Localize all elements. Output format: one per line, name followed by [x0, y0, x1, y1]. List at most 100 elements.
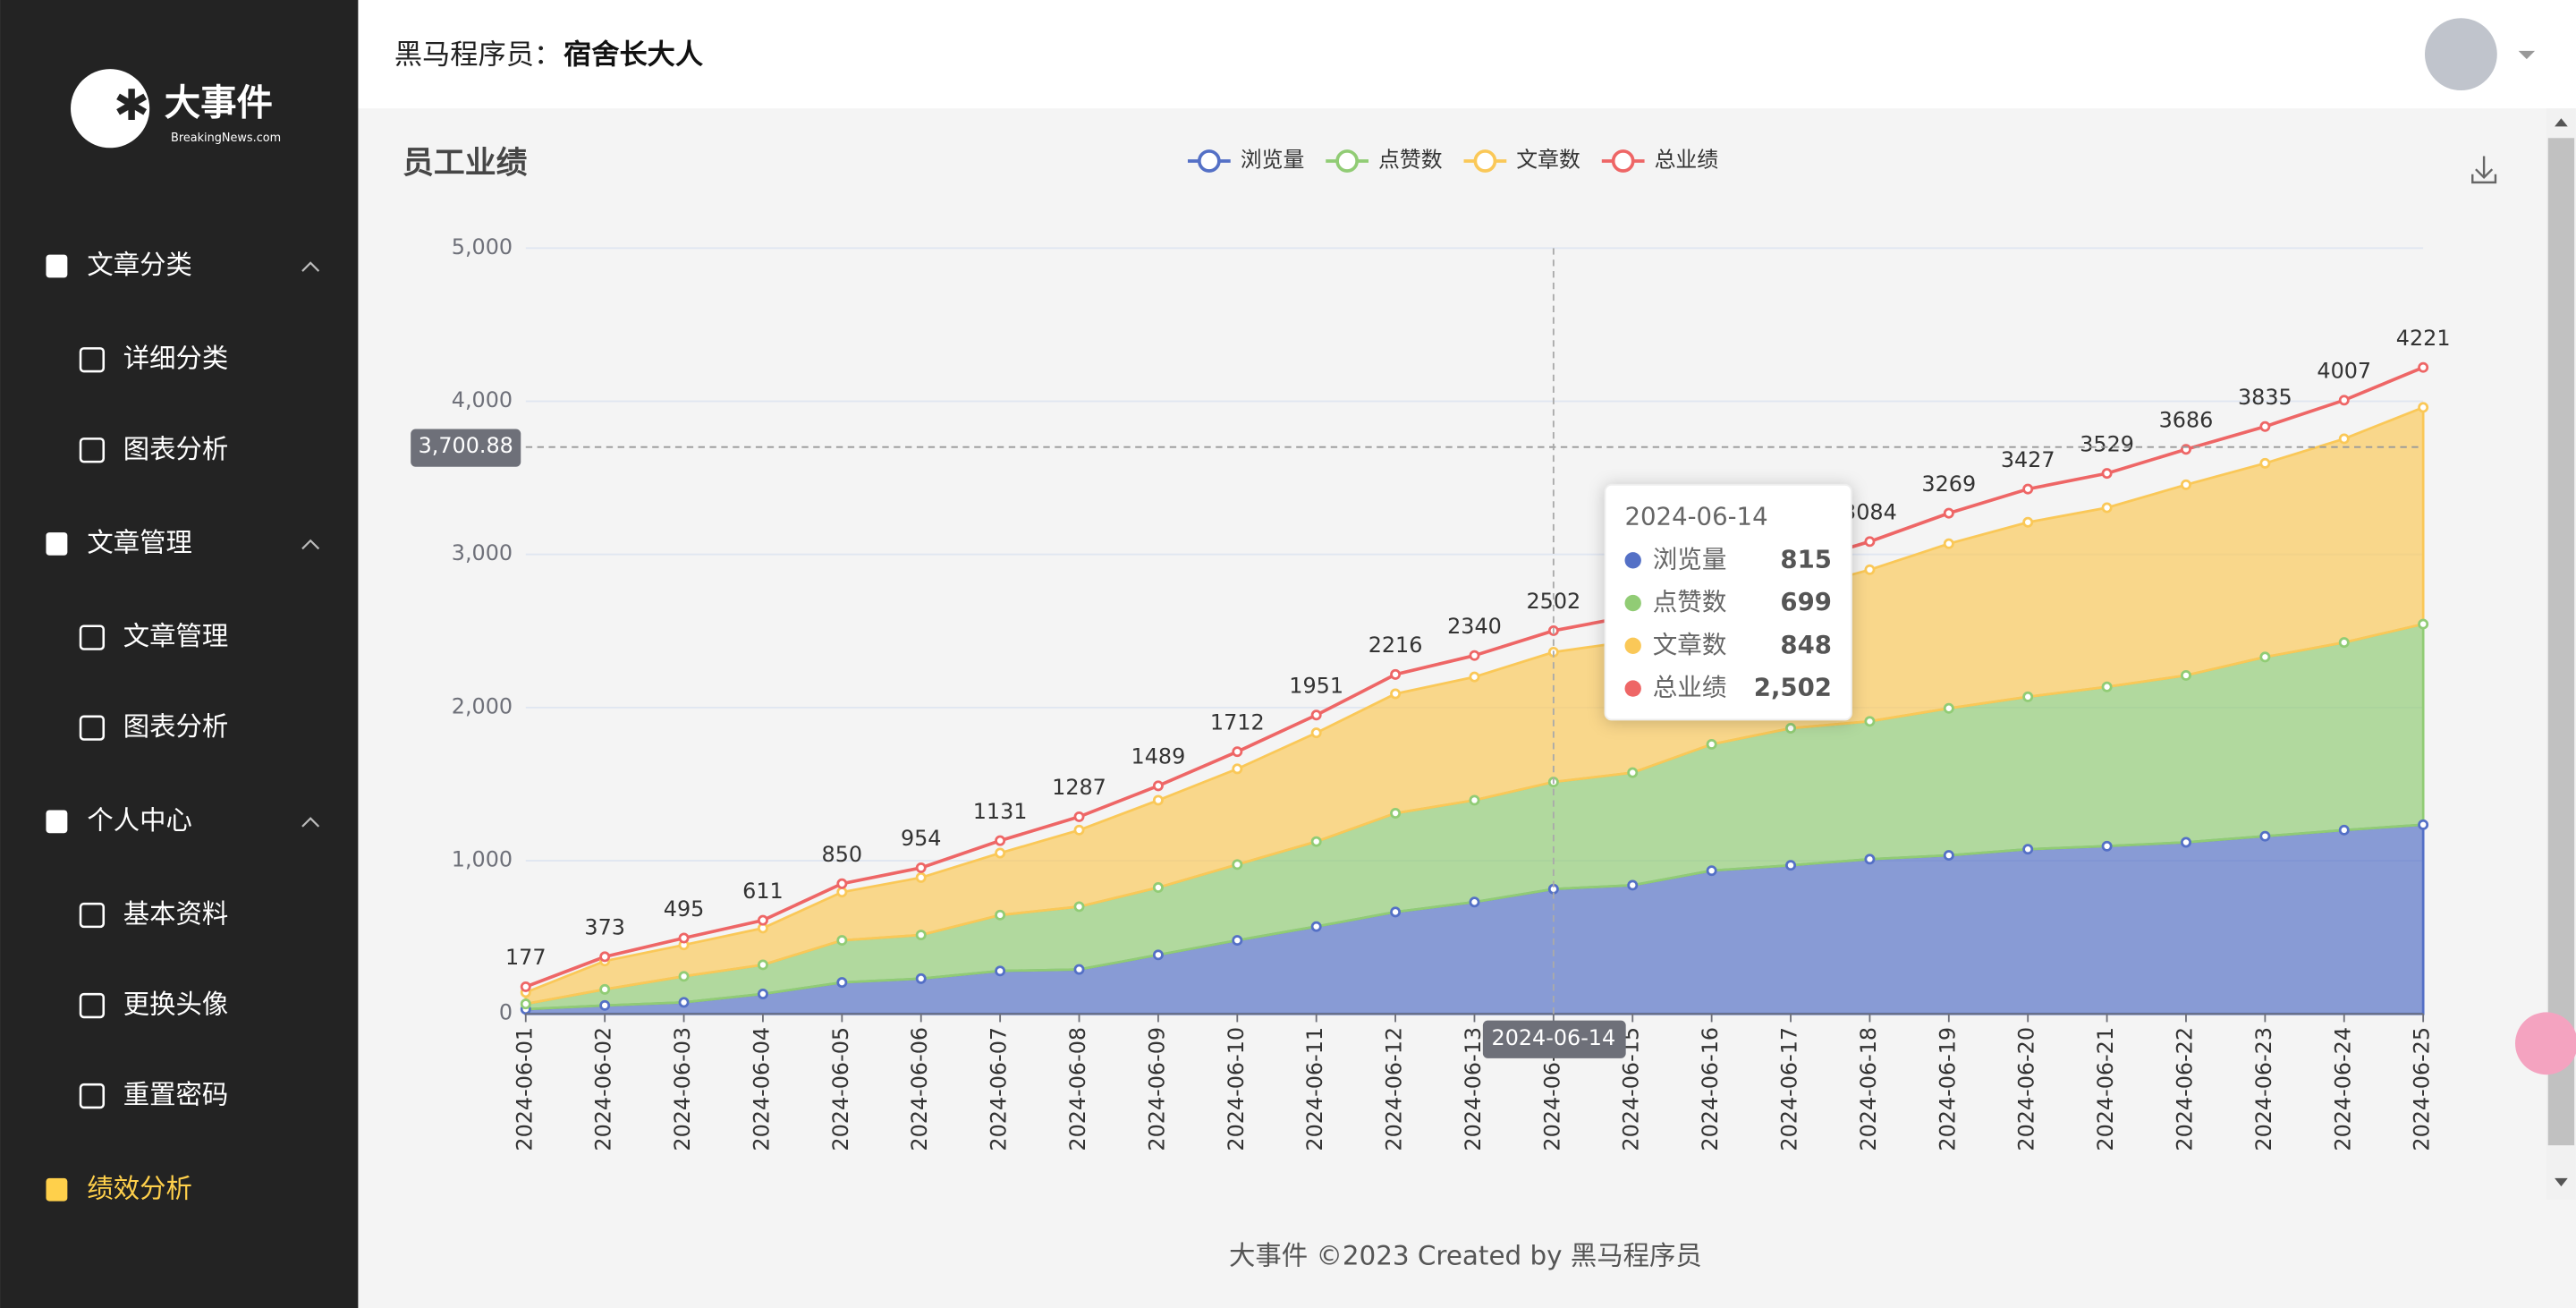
point[interactable]: [1310, 836, 1322, 847]
point[interactable]: [995, 909, 1006, 921]
point[interactable]: [2418, 618, 2429, 630]
point[interactable]: [2101, 502, 2113, 514]
point[interactable]: [836, 878, 848, 889]
point[interactable]: [2418, 361, 2429, 373]
download-icon[interactable]: [2471, 156, 2497, 184]
submenu-item[interactable]: 重置密码: [123, 1080, 229, 1110]
floating-button[interactable]: [2515, 1012, 2576, 1075]
point[interactable]: [1706, 865, 1717, 877]
point[interactable]: [1232, 935, 1243, 947]
point[interactable]: [1627, 879, 1639, 891]
point[interactable]: [2181, 479, 2191, 490]
point[interactable]: [757, 989, 768, 999]
point[interactable]: [2022, 691, 2034, 702]
submenu-icon[interactable]: [79, 992, 106, 1019]
point[interactable]: [836, 935, 848, 947]
point[interactable]: [678, 932, 690, 944]
submenu-icon[interactable]: [79, 347, 106, 373]
scrollbar-thumb[interactable]: [2547, 138, 2575, 1146]
point[interactable]: [1469, 896, 1480, 908]
point[interactable]: [2259, 457, 2271, 469]
menu-group[interactable]: 文章管理: [87, 527, 192, 557]
point[interactable]: [2338, 637, 2350, 649]
submenu-item[interactable]: 图表分析: [123, 711, 229, 742]
point[interactable]: [995, 965, 1006, 977]
point[interactable]: [2338, 433, 2350, 445]
point[interactable]: [1152, 882, 1164, 893]
point[interactable]: [1943, 850, 1954, 862]
menu-icon[interactable]: [46, 810, 68, 834]
point[interactable]: [1390, 808, 1402, 819]
point[interactable]: [1310, 921, 1322, 932]
point[interactable]: [1785, 860, 1796, 871]
point[interactable]: [836, 977, 848, 989]
menu-group[interactable]: 文章分类: [87, 250, 192, 280]
point[interactable]: [995, 847, 1006, 859]
point[interactable]: [2101, 468, 2113, 480]
submenu-icon[interactable]: [79, 1083, 106, 1109]
point[interactable]: [1390, 668, 1402, 680]
point[interactable]: [757, 959, 768, 971]
point[interactable]: [2022, 844, 2034, 855]
point[interactable]: [2181, 669, 2191, 681]
point[interactable]: [1310, 709, 1322, 721]
point[interactable]: [2259, 420, 2271, 432]
point[interactable]: [2022, 516, 2034, 528]
menu-icon[interactable]: [46, 254, 68, 278]
point[interactable]: [1864, 536, 1876, 548]
legend-label[interactable]: 浏览量: [1241, 147, 1305, 172]
submenu-icon[interactable]: [79, 624, 106, 650]
legend-label[interactable]: 总业绩: [1655, 147, 1719, 172]
point[interactable]: [1073, 964, 1085, 975]
point[interactable]: [2259, 830, 2271, 842]
point[interactable]: [2338, 395, 2350, 406]
submenu-item[interactable]: 文章管理: [123, 621, 229, 651]
submenu-item[interactable]: 更换头像: [123, 989, 229, 1020]
submenu-icon[interactable]: [79, 437, 106, 463]
menu-group[interactable]: 个人中心: [87, 805, 192, 836]
legend-marker[interactable]: [1335, 149, 1359, 173]
point[interactable]: [915, 973, 927, 984]
point[interactable]: [2418, 402, 2429, 413]
menu-chevron[interactable]: [301, 817, 320, 828]
point[interactable]: [1232, 746, 1243, 758]
point[interactable]: [915, 862, 927, 873]
point[interactable]: [2181, 837, 2191, 848]
point[interactable]: [1152, 949, 1164, 961]
point[interactable]: [2418, 819, 2429, 830]
point[interactable]: [2022, 483, 2034, 495]
menu-icon[interactable]: [46, 1177, 68, 1202]
point[interactable]: [1310, 727, 1322, 739]
point[interactable]: [1073, 824, 1085, 836]
point[interactable]: [1469, 794, 1480, 806]
point[interactable]: [599, 983, 611, 995]
point[interactable]: [1469, 671, 1480, 683]
point[interactable]: [2101, 840, 2113, 852]
menu-chevron[interactable]: [301, 261, 320, 272]
submenu-item[interactable]: 详细分类: [123, 344, 229, 374]
menu-icon[interactable]: [46, 532, 68, 556]
point[interactable]: [2259, 651, 2271, 663]
point[interactable]: [2101, 681, 2113, 692]
legend-marker[interactable]: [1473, 149, 1497, 173]
point[interactable]: [1706, 738, 1717, 750]
point[interactable]: [1232, 859, 1243, 871]
point[interactable]: [1073, 901, 1085, 913]
point[interactable]: [1152, 794, 1164, 806]
point[interactable]: [2338, 824, 2350, 836]
menu-chevron[interactable]: [301, 539, 320, 550]
legend-label[interactable]: 点赞数: [1378, 147, 1443, 172]
submenu-icon[interactable]: [79, 715, 106, 741]
submenu-item[interactable]: 基本资料: [123, 899, 229, 930]
point[interactable]: [1943, 702, 1954, 714]
menu-group[interactable]: 绩效分析: [87, 1173, 192, 1203]
point[interactable]: [1469, 650, 1480, 661]
submenu-item[interactable]: 图表分析: [123, 434, 229, 464]
point[interactable]: [1785, 723, 1796, 734]
legend-marker[interactable]: [1611, 149, 1635, 173]
point[interactable]: [1864, 716, 1876, 727]
point[interactable]: [1232, 763, 1243, 775]
point[interactable]: [1943, 507, 1954, 519]
point[interactable]: [520, 981, 531, 992]
point[interactable]: [678, 971, 690, 982]
